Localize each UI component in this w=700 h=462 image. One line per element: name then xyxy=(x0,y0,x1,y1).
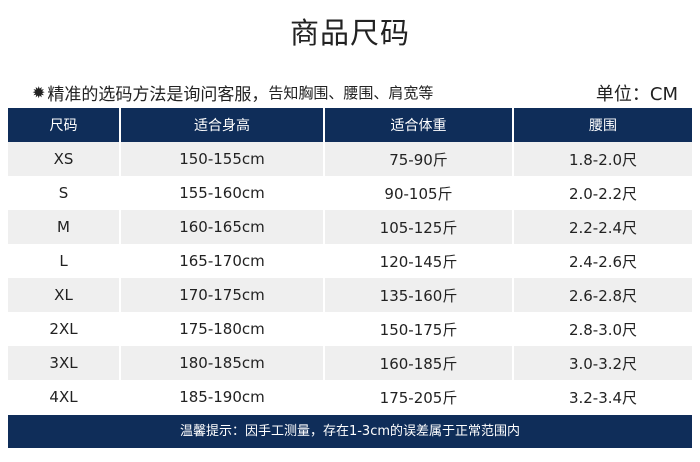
cell-weight: 120-145斤 xyxy=(379,252,458,271)
note-main: 精准的选码方法是询问客服， xyxy=(47,85,269,105)
cell-weight: 160-185斤 xyxy=(325,346,512,380)
cell-size: 2XL xyxy=(49,320,78,338)
page-title: 商品尺码 xyxy=(289,16,410,50)
cell-waist: 3.0-3.2尺 xyxy=(514,346,692,380)
cell-waist: 2.2-2.4尺 xyxy=(514,210,692,244)
unit-label: 单位：CM xyxy=(595,84,678,105)
table-row: S 155-160cm 90-105斤 2.0-2.2尺 xyxy=(8,176,692,210)
size-advice-note: ✹ 精准的选码方法是询问客服， 告知胸围、腰围、肩宽等 xyxy=(32,80,433,105)
cell-weight: 135-160斤 xyxy=(325,278,512,312)
cell-height: 155-160cm xyxy=(179,184,265,202)
cell-size: 4XL xyxy=(49,388,78,406)
sun-icon: ✹ xyxy=(32,83,46,102)
cell-waist: 1.8-2.0尺 xyxy=(514,142,692,176)
cell-height: 170-175cm xyxy=(121,278,323,312)
table-row: L 165-170cm 120-145斤 2.4-2.6尺 xyxy=(8,244,692,278)
table-header-row: 尺码 适合身高 适合体重 腰围 xyxy=(8,108,692,142)
header-weight: 适合体重 xyxy=(325,108,512,142)
header-waist: 腰围 xyxy=(514,108,692,142)
header-height: 适合身高 xyxy=(121,108,323,142)
note-detail: 告知胸围、腰围、肩宽等 xyxy=(268,84,434,102)
table-row: 4XL 185-190cm 175-205斤 3.2-3.4尺 xyxy=(8,380,692,414)
cell-weight: 90-105斤 xyxy=(384,184,453,203)
cell-size: M xyxy=(8,210,119,244)
cell-size: S xyxy=(58,184,69,202)
cell-height: 185-190cm xyxy=(179,388,265,406)
table-row: M 160-165cm 105-125斤 2.2-2.4尺 xyxy=(8,210,692,244)
cell-weight: 75-90斤 xyxy=(325,142,512,176)
header-size: 尺码 xyxy=(8,108,119,142)
cell-height: 180-185cm xyxy=(121,346,323,380)
footer-tip: 温馨提示：因手工测量，存在1-3cm的误差属于正常范围内 xyxy=(8,415,692,448)
cell-waist: 3.2-3.4尺 xyxy=(568,388,638,407)
cell-size: L xyxy=(59,252,68,270)
cell-waist: 2.4-2.6尺 xyxy=(568,252,638,271)
table-row: 3XL 180-185cm 160-185斤 3.0-3.2尺 xyxy=(8,346,692,380)
cell-height: 175-180cm xyxy=(179,320,265,338)
cell-weight: 105-125斤 xyxy=(325,210,512,244)
cell-weight: 150-175斤 xyxy=(379,320,458,339)
size-table: 尺码 适合身高 适合体重 腰围 XS 150-155cm 75-90斤 1.8-2.0… xyxy=(6,108,694,414)
cell-size: 3XL xyxy=(8,346,119,380)
cell-size: XS xyxy=(8,142,119,176)
table-row: 2XL 175-180cm 150-175斤 2.8-3.0尺 xyxy=(8,312,692,346)
cell-height: 150-155cm xyxy=(121,142,323,176)
cell-waist: 2.8-3.0尺 xyxy=(568,320,638,339)
table-row: XS 150-155cm 75-90斤 1.8-2.0尺 xyxy=(8,142,692,176)
cell-waist: 2.0-2.2尺 xyxy=(568,184,638,203)
cell-height: 160-165cm xyxy=(121,210,323,244)
cell-weight: 175-205斤 xyxy=(379,388,458,407)
cell-waist: 2.6-2.8尺 xyxy=(514,278,692,312)
cell-height: 165-170cm xyxy=(179,252,265,270)
table-row: XL 170-175cm 135-160斤 2.6-2.8尺 xyxy=(8,278,692,312)
cell-size: XL xyxy=(8,278,119,312)
